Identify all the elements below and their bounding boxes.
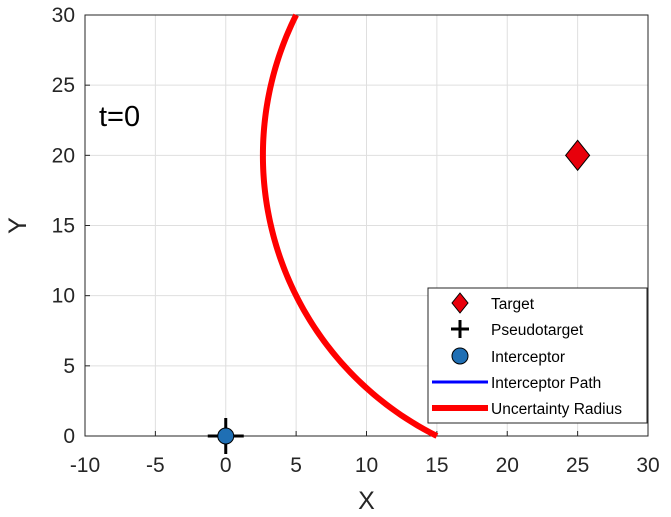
legend-entry-label: Uncertainty Radius [491, 401, 622, 418]
x-tick-label: 0 [220, 454, 232, 477]
y-tick-label: 25 [52, 74, 75, 97]
legend-entry-label: Interceptor [491, 349, 565, 366]
interceptor-marker [217, 427, 235, 445]
y-tick-label: 0 [63, 425, 75, 448]
uncertainty-radius-line [259, 13, 439, 439]
plot-marks [207, 13, 591, 454]
x-tick-label: -5 [146, 454, 165, 477]
grid [84, 14, 649, 437]
x-tick-label: 30 [636, 454, 659, 477]
x-tick-label: -10 [70, 454, 100, 477]
legend-interceptor-icon [451, 347, 469, 365]
y-tick-label: 20 [52, 144, 75, 167]
legend-entry-label: Pseudotarget [491, 322, 584, 339]
x-tick-label: 5 [290, 454, 302, 477]
y-tick-label: 5 [63, 355, 75, 378]
legend-entry-label: Target [491, 296, 535, 313]
x-tick-label: 20 [496, 454, 519, 477]
legend-target-icon [451, 292, 469, 314]
x-tick-label: 15 [425, 454, 448, 477]
target-marker [564, 139, 591, 172]
x-axis-label: X [358, 487, 375, 515]
legend: Target Pseudotarget Interceptor Interceptor… [427, 287, 648, 424]
legend-entry-label: Interceptor Path [491, 375, 601, 392]
y-tick-label: 15 [52, 215, 75, 238]
time-annotation: t=0 [99, 101, 140, 133]
y-tick-label: 10 [52, 285, 75, 308]
x-tick-label: 25 [566, 454, 589, 477]
y-axis-label: Y [4, 217, 32, 234]
x-tick-label: 10 [355, 454, 378, 477]
y-tick-label: 30 [52, 4, 75, 27]
